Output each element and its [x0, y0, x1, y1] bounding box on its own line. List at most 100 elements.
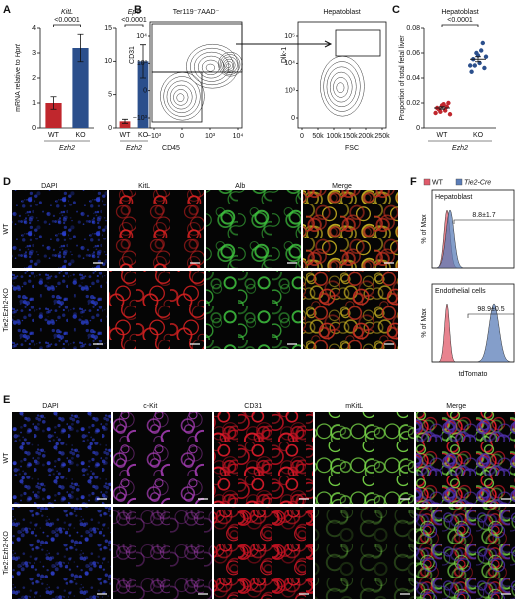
- y-axis-label: mRNA relative to Hprt: [15, 43, 22, 112]
- row-label: WT: [3, 452, 10, 464]
- bar: [119, 121, 131, 128]
- column-label: KitL: [138, 183, 150, 190]
- histogram: [432, 303, 515, 363]
- column-label: mKitL: [345, 403, 363, 410]
- x-tick-label: WT: [48, 132, 60, 139]
- column-label: Alb: [235, 183, 245, 190]
- data-point: [479, 48, 484, 53]
- panel-letter: F: [410, 176, 417, 188]
- y-tick-label: 0: [416, 125, 420, 132]
- contour: [169, 84, 193, 110]
- y-axis-label-text: Proportion of total fetal liver: [399, 35, 406, 121]
- micrograph: [416, 412, 515, 504]
- contour: [222, 58, 236, 72]
- y-axis-label: % of Max: [421, 308, 428, 338]
- histogram-title: Endothelial cells: [435, 288, 486, 295]
- micrograph: [303, 271, 398, 349]
- x-tick-label: KO: [75, 132, 86, 139]
- y-axis-label-text: mRNA relative to: [15, 57, 22, 111]
- column-label: Merge: [446, 403, 466, 410]
- x-tick-label: 100k: [326, 133, 342, 140]
- contour: [194, 51, 230, 82]
- micrograph: [315, 507, 414, 599]
- contour: [186, 43, 239, 89]
- contour: [173, 89, 189, 106]
- contour: [333, 77, 349, 98]
- micrograph: [206, 190, 301, 268]
- row-label: Tie2:Ezh2-KO: [3, 288, 10, 332]
- row-label: WT: [3, 223, 10, 235]
- data-point: [472, 63, 477, 68]
- x-tick-label: 50k: [312, 133, 324, 140]
- flow-title: Ter119⁻7AAD⁻: [173, 9, 220, 16]
- micrograph: [113, 507, 212, 599]
- x-axis-label: Ezh2: [59, 145, 75, 152]
- column-label: CD31: [244, 403, 262, 410]
- contour: [163, 76, 201, 117]
- contour: [190, 47, 234, 86]
- significance-bracket: [124, 24, 144, 27]
- y-tick-label: 0.06: [406, 50, 420, 57]
- contour: [221, 56, 238, 74]
- significance-bracket: [441, 24, 479, 27]
- histogram-title: Hepatoblast: [435, 194, 472, 201]
- flow-frame: [297, 21, 387, 129]
- bar: [45, 103, 62, 128]
- contour: [336, 82, 345, 93]
- y-tick-label: 2: [32, 75, 36, 82]
- chart-title: KitL: [61, 9, 73, 16]
- y-tick-label: 0: [32, 125, 36, 132]
- histogram: [431, 209, 514, 269]
- y-axis-label: Proportion of total fetal liver: [399, 35, 406, 121]
- y-tick-label: 1: [32, 100, 36, 107]
- chart-title: Epo: [128, 9, 141, 16]
- error-bar: [77, 33, 84, 63]
- significance-bracket: [53, 24, 81, 27]
- error-bar: [50, 96, 57, 110]
- y-tick-label: 5: [108, 92, 112, 99]
- micrograph: [303, 190, 398, 268]
- y-axis-label: % of Max: [421, 214, 428, 244]
- contour: [224, 61, 234, 70]
- gate: [335, 29, 381, 57]
- bar: [137, 61, 149, 129]
- contour: [329, 71, 353, 103]
- micrograph: [113, 412, 212, 504]
- y-tick-label: 15: [104, 25, 112, 32]
- x-axis-label: Ezh2: [126, 145, 142, 152]
- x-tick-label: −10³: [147, 133, 162, 140]
- micrograph: [109, 190, 204, 268]
- micrograph: [214, 412, 313, 504]
- panel-letter: D: [3, 176, 11, 188]
- x-tick-label: 10⁴: [233, 133, 244, 140]
- micrograph: [12, 190, 107, 268]
- micrograph: [416, 507, 515, 599]
- y-tick-label: 10⁴: [136, 33, 147, 40]
- legend-swatch: [423, 178, 431, 186]
- y-tick-label: 10⁵: [284, 33, 295, 40]
- x-tick-label: 10³: [205, 133, 216, 140]
- sem-bar: [475, 56, 481, 63]
- gate-percent: 8.8±1.7: [472, 212, 495, 219]
- x-tick-label: 0: [300, 133, 304, 140]
- y-tick-label: 10³: [285, 88, 296, 95]
- error-bar: [122, 118, 128, 124]
- y-tick-label: 3: [32, 50, 36, 57]
- legend-label: Tie2-Cre: [464, 179, 491, 186]
- column-label: c-Kit: [143, 403, 157, 410]
- x-tick-label: KO: [138, 132, 149, 139]
- gate-percent: 98.9±0.5: [477, 306, 504, 313]
- data-point: [480, 40, 485, 46]
- data-point: [483, 54, 489, 59]
- x-tick-label: 150k: [342, 133, 358, 140]
- x-tick-label: 200k: [358, 133, 374, 140]
- data-point: [438, 109, 443, 114]
- panel-letter: C: [392, 4, 400, 16]
- contour: [219, 54, 241, 75]
- data-point: [468, 63, 473, 68]
- data-point: [447, 112, 453, 117]
- panel-letter: B: [134, 4, 142, 16]
- data-point: [469, 69, 474, 74]
- gate-bracket: [453, 219, 514, 224]
- sem-bar: [439, 106, 445, 110]
